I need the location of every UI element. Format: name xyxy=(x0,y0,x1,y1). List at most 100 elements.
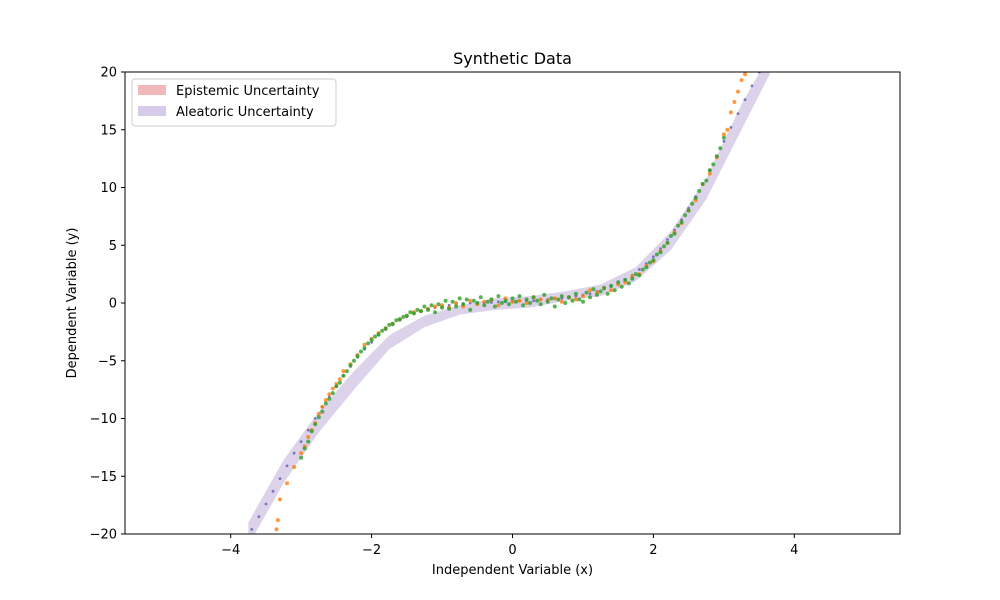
data-point xyxy=(595,292,599,297)
data-point xyxy=(471,298,476,303)
data-point xyxy=(482,303,487,308)
data-point xyxy=(362,342,367,347)
data-point xyxy=(394,318,399,323)
x-tick-label: 2 xyxy=(649,543,657,558)
data-point xyxy=(299,455,304,460)
data-point xyxy=(605,291,610,296)
data-point xyxy=(271,489,275,493)
legend-label-aleatoric: Aleatoric Uncertainty xyxy=(176,105,314,120)
data-point xyxy=(306,428,310,432)
data-point xyxy=(683,213,688,218)
data-point xyxy=(309,429,314,434)
data-point xyxy=(461,302,466,307)
data-point xyxy=(492,304,497,309)
y-tick-label: 20 xyxy=(100,66,117,81)
data-point xyxy=(623,277,628,282)
data-point xyxy=(320,404,325,409)
data-point xyxy=(397,317,402,322)
y-axis-label: Dependent Variable (y) xyxy=(65,228,80,379)
data-point xyxy=(637,268,641,271)
data-point xyxy=(489,297,494,302)
legend-swatch-epistemic xyxy=(138,85,166,95)
data-point xyxy=(652,255,655,259)
data-point xyxy=(662,244,666,249)
data-point xyxy=(327,392,332,397)
data-point xyxy=(443,298,448,303)
x-axis-label: Independent Variable (x) xyxy=(432,563,593,578)
data-point xyxy=(588,288,592,293)
x-tick-label: −4 xyxy=(221,543,240,558)
data-point xyxy=(306,439,311,444)
x-tick-label: −2 xyxy=(362,543,381,558)
data-point xyxy=(330,386,335,391)
legend-label-epistemic: Epistemic Uncertainty xyxy=(176,84,320,99)
data-point xyxy=(531,295,536,300)
data-point xyxy=(450,299,455,304)
data-point xyxy=(729,126,733,129)
data-point xyxy=(426,307,430,312)
data-point xyxy=(697,189,702,193)
data-point xyxy=(482,299,487,304)
data-point xyxy=(524,301,529,305)
data-point xyxy=(693,195,698,200)
data-point xyxy=(640,267,645,272)
data-point xyxy=(408,310,413,315)
data-point xyxy=(478,295,483,300)
y-tick-label: −20 xyxy=(90,528,117,543)
data-point xyxy=(401,314,406,319)
y-tick-label: 10 xyxy=(100,181,117,196)
data-point xyxy=(436,302,441,307)
data-point xyxy=(457,296,462,301)
data-point xyxy=(521,303,526,308)
data-point xyxy=(497,300,500,304)
x-axis-ticks: −4 −2 0 2 4 xyxy=(221,534,798,558)
data-point xyxy=(577,297,582,302)
data-point xyxy=(485,299,490,304)
data-point xyxy=(341,369,346,374)
data-point xyxy=(686,208,691,213)
data-point xyxy=(644,265,649,270)
data-point xyxy=(415,307,420,312)
series-2-observations xyxy=(299,135,726,460)
y-tick-label: −15 xyxy=(90,470,117,485)
data-point xyxy=(665,240,670,245)
data-point xyxy=(274,527,279,532)
data-point xyxy=(658,250,663,255)
data-point xyxy=(552,304,557,309)
data-point xyxy=(278,477,282,480)
data-point xyxy=(285,464,289,468)
data-point xyxy=(609,288,614,293)
data-point xyxy=(380,328,385,333)
data-point xyxy=(552,296,557,301)
data-point xyxy=(545,299,550,304)
data-point xyxy=(556,297,561,302)
data-point xyxy=(510,299,515,304)
data-point xyxy=(468,298,473,303)
data-point xyxy=(373,334,378,339)
data-point xyxy=(598,289,603,294)
data-point xyxy=(676,223,681,228)
data-point xyxy=(299,451,304,456)
y-tick-label: −10 xyxy=(90,412,117,427)
data-point xyxy=(538,302,543,307)
data-point xyxy=(559,294,564,299)
data-point xyxy=(411,311,416,316)
data-point xyxy=(503,298,508,303)
data-point xyxy=(566,295,571,300)
data-point xyxy=(490,301,493,304)
data-point xyxy=(257,515,261,519)
data-point xyxy=(725,127,730,132)
data-point xyxy=(496,303,501,308)
data-point xyxy=(299,440,303,443)
data-point xyxy=(275,518,280,523)
y-tick-label: −5 xyxy=(98,354,117,369)
data-point xyxy=(619,284,624,289)
data-point xyxy=(507,302,511,307)
data-point xyxy=(306,435,311,439)
y-tick-label: 0 xyxy=(109,297,117,312)
data-point xyxy=(499,301,504,305)
data-point xyxy=(666,238,669,241)
data-point xyxy=(517,294,522,299)
data-point xyxy=(316,411,321,416)
